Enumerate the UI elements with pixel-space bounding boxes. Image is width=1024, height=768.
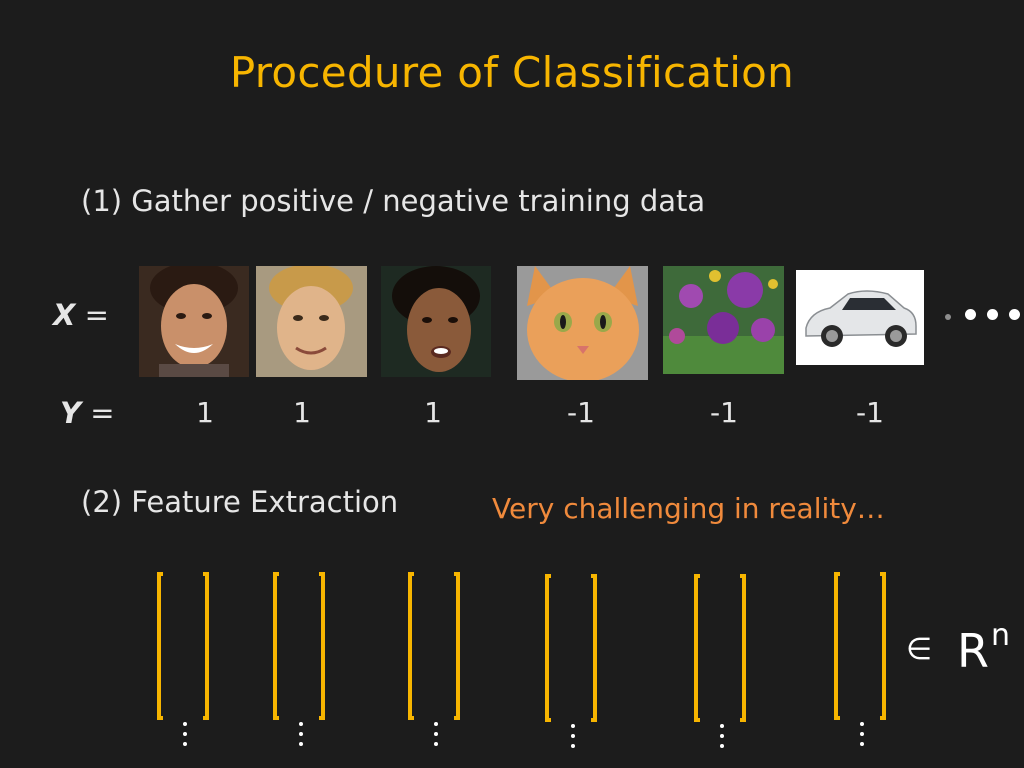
feature-vector-bracket	[694, 574, 746, 722]
y-variable: Y	[60, 396, 81, 430]
vertical-dots-icon	[296, 722, 306, 752]
more-ellipsis-icon	[945, 309, 1024, 323]
vertical-dots-icon	[857, 722, 867, 752]
face-image-2	[256, 266, 367, 377]
vertical-dots-icon	[717, 724, 727, 754]
challenge-note: Very challenging in reality…	[492, 492, 885, 525]
x-label: X =	[53, 298, 109, 332]
y-equals: =	[81, 396, 115, 430]
flower-image	[663, 266, 784, 374]
feature-vector-bracket	[273, 572, 325, 720]
label-value: 1	[196, 396, 214, 429]
face-image-1	[139, 266, 249, 377]
vertical-dots-icon	[568, 724, 578, 754]
x-variable: X	[53, 298, 76, 332]
feature-vector-bracket	[157, 572, 209, 720]
label-value: 1	[424, 396, 442, 429]
slide-title: Procedure of Classification	[229, 48, 795, 97]
feature-vector-bracket	[408, 572, 460, 720]
label-value: -1	[567, 396, 595, 429]
label-value: -1	[710, 396, 738, 429]
step-1-text: (1) Gather positive / negative training …	[81, 184, 706, 218]
face-image-3	[381, 266, 491, 377]
real-space-symbol: R	[957, 624, 989, 678]
element-of-symbol: ∈	[906, 632, 933, 667]
feature-vector-bracket	[545, 574, 597, 722]
y-label: Y =	[60, 396, 115, 430]
vertical-dots-icon	[431, 722, 441, 752]
cat-image	[517, 266, 648, 380]
x-equals: =	[75, 298, 109, 332]
label-value: -1	[856, 396, 884, 429]
step-2-text: (2) Feature Extraction	[81, 485, 399, 519]
label-value: 1	[293, 396, 311, 429]
real-space-label: Rn	[957, 618, 1010, 678]
vertical-dots-icon	[180, 722, 190, 752]
car-image	[796, 270, 924, 365]
dimension-exponent: n	[990, 618, 1010, 653]
feature-vector-bracket	[834, 572, 886, 720]
